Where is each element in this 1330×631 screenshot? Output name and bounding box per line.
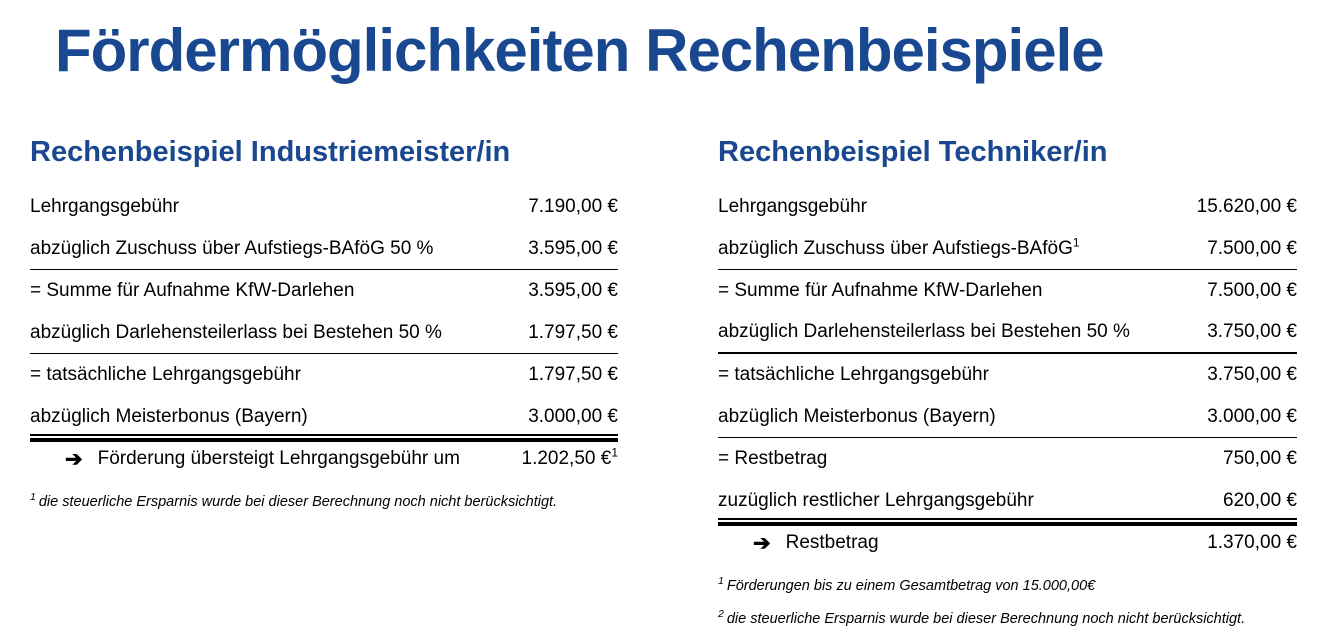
table-row: abzüglich Zuschuss über Aufstiegs-BAföG1…: [718, 228, 1297, 270]
table-row: = tatsächliche Lehrgangsgebühr 3.750,00 …: [718, 354, 1297, 396]
footnote-marker: 1: [30, 491, 36, 503]
row-value: 3.750,00 €: [1207, 364, 1297, 385]
table-row: abzüglich Meisterbonus (Bayern) 3.000,00…: [718, 396, 1297, 438]
footnote: 2 die steuerliche Ersparnis wurde bei die…: [718, 605, 1297, 628]
row-label: abzüglich Darlehensteilerlass bei Besteh…: [718, 321, 1130, 342]
row-value: 3.000,00 €: [1207, 405, 1297, 427]
row-value: 7.500,00 €: [1207, 280, 1297, 301]
footnote: 1 die steuerliche Ersparnis wurde bei die…: [30, 488, 618, 511]
footnote-marker: 2: [718, 607, 724, 620]
table-row: = Summe für Aufnahme KfW-Darlehen 3.595,…: [30, 270, 618, 312]
calc-table-techniker: Lehrgangsgebühr 15.620,00 € abzüglich Zu…: [718, 186, 1297, 564]
row-label: zuzüglich restlicher Lehrgangsgebühr: [718, 490, 1034, 511]
row-value: 3.595,00 €: [528, 237, 618, 259]
arrow-right-icon: ➔: [753, 531, 771, 555]
row-label: = Summe für Aufnahme KfW-Darlehen: [718, 280, 1043, 301]
row-value: 3.000,00 €: [528, 406, 618, 427]
arrow-right-icon: ➔: [65, 447, 83, 471]
result-row: ➔ Förderung übersteigt Lehrgangsgebühr u…: [30, 438, 618, 480]
row-value: 750,00 €: [1223, 448, 1297, 469]
row-value: 15.620,00 €: [1196, 196, 1297, 217]
label-superscript: 1: [1072, 235, 1080, 250]
row-label: ➔ Restbetrag: [718, 532, 1197, 554]
row-label: Lehrgangsgebühr: [718, 196, 867, 217]
row-label: = tatsächliche Lehrgangsgebühr: [30, 364, 301, 385]
table-row: zuzüglich restlicher Lehrgangsgebühr 620…: [718, 480, 1297, 522]
table-row: Lehrgangsgebühr 7.190,00 €: [30, 186, 618, 228]
total-divider: [30, 434, 618, 442]
table-row: = Summe für Aufnahme KfW-Darlehen 7.500,…: [718, 270, 1297, 312]
row-value: 3.595,00 €: [528, 280, 618, 301]
table-row: = tatsächliche Lehrgangsgebühr 1.797,50 …: [30, 354, 618, 396]
footnote-text: die steuerliche Ersparnis wurde bei dies…: [726, 610, 1246, 627]
table-row: abzüglich Darlehensteilerlass bei Besteh…: [718, 312, 1297, 354]
row-value: 1.797,50 €: [528, 321, 618, 343]
section-techniker: Rechenbeispiel Techniker/in Lehrgangsgeb…: [718, 136, 1297, 628]
row-value: 3.750,00 €: [1207, 321, 1297, 342]
page-title: Fördermöglichkeiten Rechenbeispiele: [55, 17, 1105, 84]
row-label: = Summe für Aufnahme KfW-Darlehen: [30, 280, 355, 301]
footnote: 1 Förderungen bis zu einem Gesamtbetrag v…: [718, 572, 1297, 595]
row-label: abzüglich Zuschuss über Aufstiegs-BAföG …: [30, 237, 434, 259]
footnote-text: die steuerliche Ersparnis wurde bei dies…: [38, 493, 558, 510]
row-value: 7.190,00 €: [528, 196, 618, 217]
result-label: Förderung übersteigt Lehrgangsgebühr um: [97, 448, 460, 469]
row-value: 7.500,00 €: [1207, 237, 1297, 259]
calc-table-industriemeister: Lehrgangsgebühr 7.190,00 € abzüglich Zus…: [30, 186, 618, 480]
row-label: abzüglich Meisterbonus (Bayern): [718, 405, 996, 427]
row-label: abzüglich Meisterbonus (Bayern): [30, 406, 308, 427]
row-label: = tatsächliche Lehrgangsgebühr: [718, 364, 989, 385]
two-column-layout: Rechenbeispiel Industriemeister/in Lehrg…: [0, 136, 1330, 628]
row-value: 620,00 €: [1223, 490, 1297, 511]
table-row: = Restbetrag 750,00 €: [718, 438, 1297, 480]
row-label: abzüglich Darlehensteilerlass bei Besteh…: [30, 321, 442, 343]
footnote-marker: 1: [718, 575, 724, 587]
footnote-text: Förderungen bis zu einem Gesamtbetrag vo…: [726, 577, 1096, 594]
row-label: ➔ Förderung übersteigt Lehrgangsgebühr u…: [30, 448, 512, 470]
result-label: Restbetrag: [785, 532, 879, 553]
row-value: 1.797,50 €: [528, 364, 618, 385]
table-row: abzüglich Zuschuss über Aufstiegs-BAföG …: [30, 228, 618, 270]
table-row: abzüglich Darlehensteilerlass bei Besteh…: [30, 312, 618, 354]
row-label: Lehrgangsgebühr: [30, 196, 179, 217]
section-industriemeister: Rechenbeispiel Industriemeister/in Lehrg…: [30, 136, 618, 628]
section-heading-techniker: Rechenbeispiel Techniker/in: [718, 136, 1108, 168]
row-label: = Restbetrag: [718, 448, 828, 469]
total-divider: [718, 518, 1297, 526]
row-label: abzüglich Zuschuss über Aufstiegs-BAföG1: [718, 235, 1080, 259]
table-row: abzüglich Meisterbonus (Bayern) 3.000,00…: [30, 396, 618, 438]
section-heading-industriemeister: Rechenbeispiel Industriemeister/in: [30, 136, 511, 168]
row-value: 1.202,50 €1: [521, 445, 619, 469]
table-row: Lehrgangsgebühr 15.620,00 €: [718, 186, 1297, 228]
value-superscript: 1: [611, 445, 618, 460]
result-row: ➔ Restbetrag 1.370,00 €: [718, 522, 1297, 564]
row-value: 1.370,00 €: [1207, 532, 1297, 553]
